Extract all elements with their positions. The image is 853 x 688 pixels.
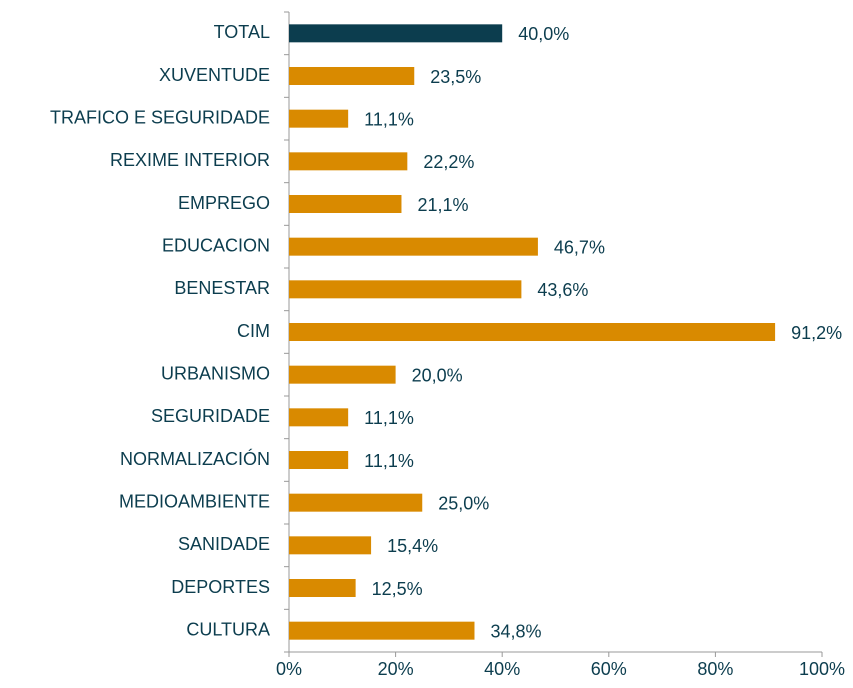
bar [289, 280, 522, 299]
bar [289, 536, 372, 555]
category-label: SANIDADE [178, 534, 270, 554]
value-label: 34,8% [490, 621, 541, 641]
bar [289, 195, 402, 213]
value-label: 23,5% [430, 67, 481, 87]
category-label: URBANISMO [161, 363, 270, 383]
value-label: 46,7% [554, 237, 605, 257]
bar [289, 621, 475, 640]
category-label: MEDIOAMBIENTE [119, 491, 270, 511]
bar [289, 579, 356, 597]
bar [289, 152, 408, 171]
category-label: NORMALIZACIÓN [120, 448, 270, 469]
category-label: EMPREGO [178, 193, 270, 213]
value-label: 22,2% [423, 152, 474, 172]
value-label: 40,0% [518, 24, 569, 44]
value-label: 21,1% [417, 195, 468, 215]
x-tick-label: 20% [378, 659, 414, 679]
x-tick-label: 40% [484, 659, 520, 679]
bar [289, 493, 423, 512]
value-label: 15,4% [387, 536, 438, 556]
bar [289, 451, 349, 469]
category-label: REXIME INTERIOR [110, 150, 270, 170]
bar [289, 365, 396, 384]
value-label: 12,5% [372, 579, 423, 599]
category-label: XUVENTUDE [159, 65, 270, 85]
value-label: 91,2% [791, 323, 842, 343]
value-label: 11,1% [364, 451, 414, 471]
value-label: 43,6% [537, 280, 588, 300]
category-label: BENESTAR [174, 278, 270, 298]
bar [289, 237, 538, 256]
x-tick-label: 100% [799, 659, 845, 679]
x-tick-label: 80% [697, 659, 733, 679]
category-label: TRAFICO E SEGURIDADE [50, 107, 270, 127]
category-label: TOTAL [214, 22, 270, 42]
value-label: 25,0% [438, 493, 489, 513]
x-tick-label: 60% [591, 659, 627, 679]
value-label: 20,0% [412, 365, 463, 385]
category-label: CIM [237, 321, 270, 341]
category-label: SEGURIDADE [151, 406, 270, 426]
bar [289, 408, 349, 427]
bar [289, 24, 503, 43]
bar [289, 67, 415, 85]
value-label: 11,1% [364, 109, 414, 129]
category-label: DEPORTES [171, 577, 270, 597]
bar [289, 323, 776, 341]
bar [289, 109, 349, 128]
category-label: CULTURA [186, 619, 270, 639]
value-label: 11,1% [364, 408, 414, 428]
x-tick-label: 0% [276, 659, 302, 679]
category-label: EDUCACION [162, 235, 270, 255]
